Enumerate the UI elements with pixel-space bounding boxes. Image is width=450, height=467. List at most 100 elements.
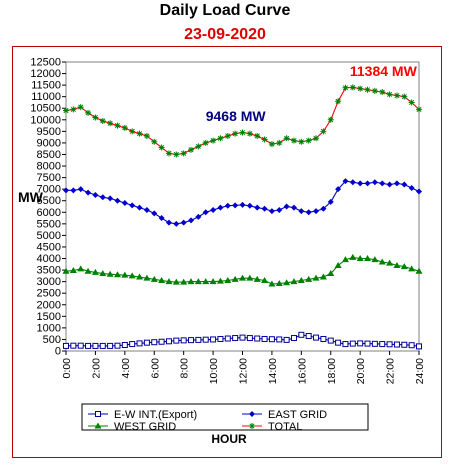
- data-point: [151, 339, 158, 346]
- x-tick-label: 22:00: [385, 358, 397, 384]
- data-point: [180, 337, 187, 344]
- data-point: [401, 181, 408, 188]
- data-point: [63, 107, 69, 114]
- data-point: [349, 253, 357, 260]
- data-point: [239, 129, 246, 136]
- data-point: [136, 273, 144, 280]
- data-point: [165, 150, 172, 157]
- data-point: [77, 342, 84, 349]
- data-point: [121, 341, 128, 348]
- data-point: [349, 179, 356, 186]
- data-point: [195, 336, 202, 343]
- data-point: [283, 203, 290, 210]
- data-point: [143, 339, 150, 346]
- y-tick-label: 9500: [37, 126, 61, 138]
- data-point: [106, 270, 114, 277]
- data-point: [77, 186, 84, 193]
- y-tick-label: 5500: [37, 218, 61, 230]
- data-point: [85, 109, 92, 116]
- series-e-w-int-export: [63, 331, 422, 350]
- legend-entry: EAST GRID: [242, 409, 327, 421]
- y-tick-label: 3500: [37, 265, 61, 277]
- data-point: [202, 139, 209, 146]
- data-point: [173, 337, 180, 344]
- legend-label: WEST GRID: [114, 421, 176, 433]
- data-point: [290, 335, 297, 342]
- legend: E-W INT.(Export) EAST GRID WEST GRID TOTAL: [81, 403, 369, 433]
- data-point: [305, 332, 312, 339]
- data-point: [158, 215, 165, 222]
- data-point: [217, 135, 224, 142]
- data-point: [224, 202, 231, 209]
- data-point: [254, 335, 261, 342]
- x-axis-label: HOUR: [211, 432, 247, 446]
- data-point: [136, 204, 143, 211]
- x-tick-label: 10:00: [208, 358, 220, 384]
- y-tick-label: 8000: [37, 161, 61, 173]
- data-point: [320, 335, 327, 342]
- data-point: [195, 213, 202, 220]
- y-axis-label: MW: [18, 189, 44, 205]
- data-point: [95, 411, 101, 417]
- data-point: [195, 143, 202, 150]
- x-tick-label: 18:00: [326, 358, 338, 384]
- x-tick-label: 12:00: [238, 358, 250, 384]
- legend-label: EAST GRID: [268, 409, 327, 421]
- data-point: [70, 106, 77, 113]
- data-point: [386, 91, 393, 98]
- data-point: [357, 180, 364, 187]
- data-point: [173, 151, 180, 158]
- data-point: [246, 202, 253, 209]
- data-point: [290, 204, 297, 211]
- data-point: [69, 267, 77, 274]
- series-west-grid: [62, 253, 423, 287]
- data-point: [114, 197, 121, 204]
- data-point: [253, 275, 261, 282]
- series-total: [63, 84, 422, 158]
- data-point: [143, 132, 150, 139]
- legend-label: TOTAL: [268, 421, 302, 433]
- data-point: [246, 335, 253, 342]
- data-point: [416, 106, 422, 113]
- data-point: [349, 340, 356, 347]
- data-point: [92, 114, 99, 121]
- data-point: [313, 334, 320, 341]
- data-point: [356, 255, 364, 262]
- data-point: [335, 339, 342, 346]
- data-point: [290, 137, 297, 144]
- data-point: [268, 280, 276, 287]
- data-point: [172, 278, 180, 285]
- data-point: [290, 278, 298, 285]
- data-point: [94, 422, 102, 429]
- data-point: [268, 141, 275, 148]
- data-point: [341, 256, 349, 263]
- data-point: [107, 342, 114, 349]
- data-point: [99, 194, 106, 201]
- data-point: [283, 336, 290, 343]
- y-tick-label: 1000: [37, 322, 61, 334]
- data-point: [254, 132, 261, 139]
- data-point: [393, 92, 400, 99]
- data-point: [393, 180, 400, 187]
- data-point: [239, 201, 246, 208]
- x-tick-label: 4:00: [120, 358, 132, 379]
- data-point: [408, 185, 415, 192]
- y-tick-label: 7000: [37, 184, 61, 196]
- data-point: [113, 271, 121, 278]
- data-point: [261, 136, 268, 143]
- data-point: [77, 265, 85, 272]
- data-point: [232, 335, 239, 342]
- data-point: [114, 122, 121, 129]
- data-point: [379, 180, 386, 187]
- data-point: [246, 130, 253, 137]
- data-point: [378, 258, 386, 265]
- data-point: [151, 138, 158, 145]
- data-point: [202, 336, 209, 343]
- data-point: [70, 187, 77, 194]
- data-point: [173, 220, 180, 227]
- data-point: [239, 334, 246, 341]
- data-point: [217, 204, 224, 211]
- data-point: [99, 270, 107, 277]
- data-point: [261, 276, 269, 283]
- data-point: [151, 210, 158, 217]
